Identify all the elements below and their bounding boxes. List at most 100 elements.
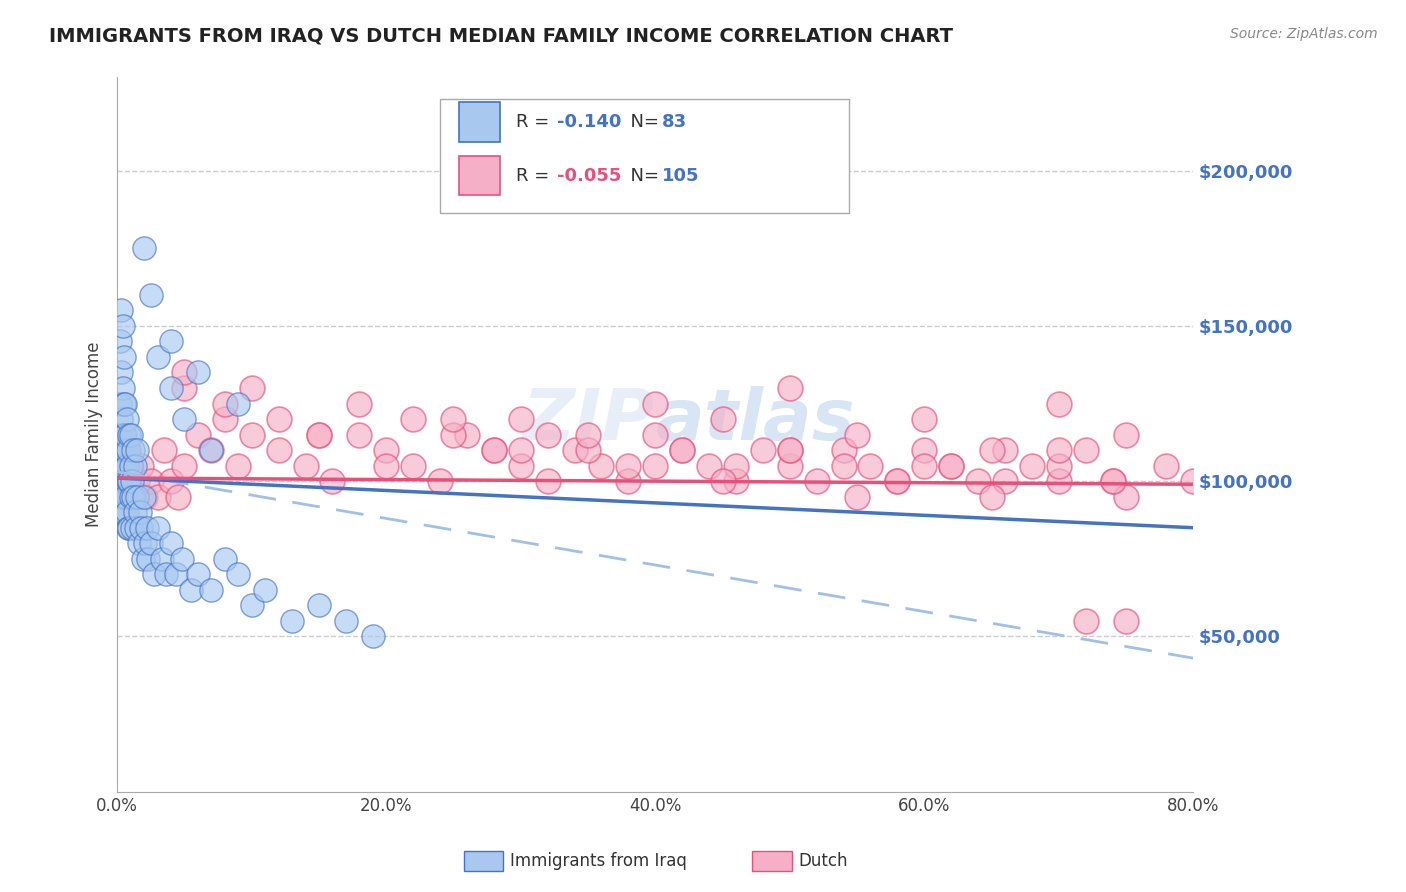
- Point: [240, 427, 263, 442]
- Point: [173, 458, 195, 473]
- Point: [160, 536, 183, 550]
- Point: [402, 458, 425, 473]
- Point: [107, 427, 129, 442]
- Point: [308, 599, 330, 613]
- Point: [108, 474, 131, 488]
- Point: [1115, 614, 1137, 628]
- Point: [832, 458, 855, 473]
- Point: [108, 474, 131, 488]
- Point: [108, 505, 131, 519]
- Point: [128, 536, 150, 550]
- Point: [110, 443, 132, 458]
- Point: [349, 427, 371, 442]
- Point: [267, 443, 290, 458]
- Text: N=: N=: [619, 113, 665, 131]
- Point: [240, 381, 263, 395]
- Point: [564, 443, 586, 458]
- Point: [187, 366, 209, 380]
- Point: [118, 474, 141, 488]
- Text: ZIP: ZIP: [523, 385, 655, 455]
- Point: [429, 474, 451, 488]
- Point: [226, 458, 249, 473]
- Text: R =: R =: [516, 167, 555, 185]
- FancyBboxPatch shape: [440, 99, 849, 213]
- Point: [711, 412, 734, 426]
- Point: [122, 490, 145, 504]
- Point: [509, 443, 531, 458]
- Point: [308, 427, 330, 442]
- Point: [644, 427, 666, 442]
- Point: [135, 521, 157, 535]
- Point: [200, 582, 222, 597]
- Y-axis label: Median Family Income: Median Family Income: [86, 342, 103, 527]
- Point: [173, 381, 195, 395]
- Point: [131, 521, 153, 535]
- Point: [115, 412, 138, 426]
- Text: R =: R =: [516, 113, 555, 131]
- Point: [443, 412, 465, 426]
- Point: [118, 474, 141, 488]
- Point: [1047, 396, 1070, 410]
- Point: [671, 443, 693, 458]
- Point: [482, 443, 505, 458]
- Point: [859, 458, 882, 473]
- Point: [1074, 443, 1097, 458]
- Point: [375, 443, 398, 458]
- Point: [576, 443, 599, 458]
- Text: Immigrants from Iraq: Immigrants from Iraq: [510, 852, 688, 870]
- Point: [129, 505, 152, 519]
- Point: [994, 443, 1017, 458]
- Point: [886, 474, 908, 488]
- Point: [308, 427, 330, 442]
- Point: [111, 318, 134, 333]
- Point: [117, 443, 139, 458]
- Point: [114, 474, 136, 488]
- Point: [335, 614, 357, 628]
- Point: [111, 490, 134, 504]
- Point: [402, 412, 425, 426]
- Point: [107, 458, 129, 473]
- Text: IMMIGRANTS FROM IRAQ VS DUTCH MEDIAN FAMILY INCOME CORRELATION CHART: IMMIGRANTS FROM IRAQ VS DUTCH MEDIAN FAM…: [49, 27, 953, 45]
- Point: [267, 412, 290, 426]
- Point: [160, 334, 183, 349]
- Point: [117, 474, 139, 488]
- Point: [139, 536, 162, 550]
- Point: [1115, 490, 1137, 504]
- Point: [509, 412, 531, 426]
- Bar: [460, 103, 501, 142]
- Point: [153, 443, 176, 458]
- Point: [131, 458, 153, 473]
- Point: [127, 443, 149, 458]
- Point: [537, 427, 560, 442]
- Point: [1101, 474, 1123, 488]
- Point: [724, 474, 747, 488]
- Point: [832, 443, 855, 458]
- Point: [724, 458, 747, 473]
- Point: [112, 505, 135, 519]
- Point: [114, 427, 136, 442]
- Point: [111, 381, 134, 395]
- Point: [146, 490, 169, 504]
- Point: [187, 427, 209, 442]
- Point: [1047, 474, 1070, 488]
- Point: [576, 427, 599, 442]
- Point: [132, 490, 155, 504]
- Point: [644, 458, 666, 473]
- Point: [967, 474, 990, 488]
- Point: [644, 396, 666, 410]
- Point: [671, 443, 693, 458]
- Point: [127, 490, 149, 504]
- Point: [941, 458, 963, 473]
- Point: [160, 474, 183, 488]
- Point: [214, 551, 236, 566]
- Point: [118, 427, 141, 442]
- Point: [1156, 458, 1178, 473]
- Point: [108, 443, 131, 458]
- Point: [139, 474, 162, 488]
- Point: [980, 490, 1002, 504]
- Point: [349, 396, 371, 410]
- Point: [107, 490, 129, 504]
- Point: [294, 458, 316, 473]
- Point: [240, 599, 263, 613]
- Point: [806, 474, 828, 488]
